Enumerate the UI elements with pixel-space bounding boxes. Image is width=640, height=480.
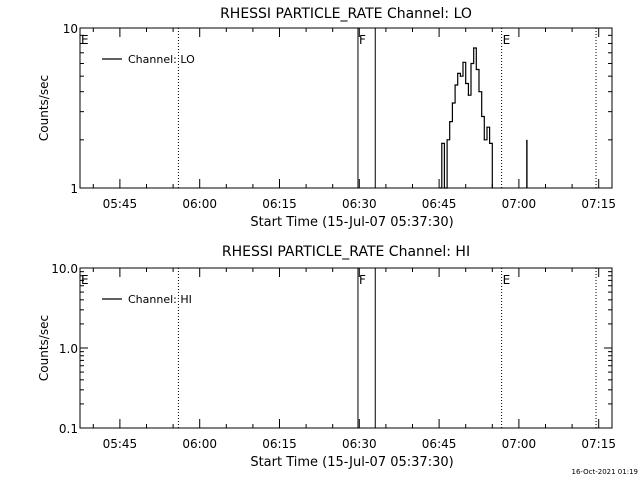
y-tick-label: 0.1 [59, 422, 78, 436]
date-stamp: 16-Oct-2021 01:19 [572, 468, 638, 476]
flag-label: E [503, 273, 511, 287]
data-point [439, 187, 441, 189]
y-axis-label: Counts/sec [37, 315, 51, 381]
data-point [486, 126, 488, 128]
flag-label: E [503, 33, 511, 47]
chart-lo-channel: RHESSI PARTICLE_RATE Channel: LO Counts/s… [37, 6, 616, 230]
data-point [449, 121, 451, 123]
flag-label: E [81, 273, 89, 287]
x-tick-label: 06:00 [182, 197, 217, 211]
data-point [489, 142, 491, 144]
y-tick-label: 10 [63, 22, 78, 36]
x-tick-label: 07:00 [502, 437, 537, 451]
x-axis-label: Start Time (15-Jul-07 05:37:30) [250, 215, 453, 230]
x-tick-label: 06:00 [182, 437, 217, 451]
y-tick-label: 1.0 [59, 342, 78, 356]
data-point [475, 68, 477, 71]
series-line [440, 47, 493, 189]
flag-label: F [359, 273, 366, 287]
data-point [478, 91, 480, 93]
data-point [473, 47, 475, 49]
plot-frame [79, 267, 613, 429]
data-point [462, 61, 464, 63]
data-point [443, 187, 446, 189]
data-point [483, 139, 485, 141]
x-tick-label: 07:00 [502, 197, 537, 211]
legend-label: Channel: HI [128, 293, 192, 306]
x-tick-label: 07:15 [581, 437, 616, 451]
data-point [467, 94, 469, 96]
flag-label: E [81, 33, 89, 47]
x-axis-label: Start Time (15-Jul-07 05:37:30) [250, 455, 453, 470]
flag-label: F [359, 33, 366, 47]
data-point [454, 84, 456, 86]
y-tick-label: 10.0 [51, 262, 78, 276]
data-point [441, 142, 443, 144]
x-tick-label: 05:45 [103, 437, 138, 451]
chart-hi-channel: RHESSI PARTICLE_RATE Channel: HI Counts/s… [37, 244, 616, 470]
data-point [446, 139, 448, 141]
x-tick-label: 06:45 [422, 197, 457, 211]
chart-title: RHESSI PARTICLE_RATE Channel: LO [220, 6, 472, 22]
data-point [459, 75, 461, 77]
data-point [451, 102, 453, 104]
x-tick-label: 06:30 [342, 437, 377, 451]
x-tick-label: 06:45 [422, 437, 457, 451]
x-tick-label: 06:15 [262, 437, 297, 451]
data-point [470, 62, 472, 65]
data-point [465, 82, 467, 85]
plot-frame [79, 27, 613, 189]
chart-title: RHESSI PARTICLE_RATE Channel: HI [222, 244, 470, 260]
data-point [457, 72, 459, 75]
data-point [481, 115, 483, 118]
y-tick-label: 1 [70, 182, 78, 196]
data-point [491, 187, 493, 189]
x-tick-label: 05:45 [103, 197, 138, 211]
y-axis-label: Counts/sec [37, 75, 51, 141]
legend-label: Channel: LO [128, 53, 195, 66]
x-tick-label: 06:15 [262, 197, 297, 211]
x-tick-label: 06:30 [342, 197, 377, 211]
x-tick-label: 07:15 [581, 197, 616, 211]
